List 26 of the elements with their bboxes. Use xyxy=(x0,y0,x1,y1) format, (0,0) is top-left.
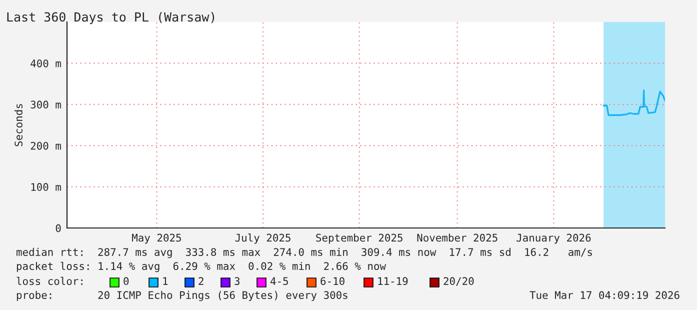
y-tick-label: 100 m xyxy=(31,183,61,191)
text: 0 xyxy=(124,277,129,286)
text: Tue Mar 17 04:09:19 2026 xyxy=(530,291,680,300)
text: 11-19 xyxy=(378,277,408,286)
text: 4-5 xyxy=(270,277,288,286)
text: 6-10 xyxy=(320,277,344,286)
x-tick-label: July 2025 xyxy=(235,234,290,244)
text: 3 xyxy=(234,277,240,286)
y-tick-label: 200 m xyxy=(30,142,61,150)
x-tick-label: May 2025 xyxy=(132,234,181,244)
text: packet loss: 1.14 % avg 6.29 % max 0.02 % min 2.66 % now xyxy=(16,262,386,272)
x-tick-label: September 2025 xyxy=(316,234,402,244)
text: median rtt: 287.7 ms avg 333.8 ms max 274.0 ms min 309.4 ms now 17.7 ms sd 16.2 am/s xyxy=(16,248,592,258)
text: loss color: xyxy=(16,276,82,286)
x-tick-label: January 2026 xyxy=(516,234,591,244)
y-tick-label: 300 m xyxy=(30,100,61,109)
y-axis-title: Seconds xyxy=(14,104,23,146)
y-tick-label: 0 xyxy=(56,224,61,232)
chart-title: Last 360 Days to PL (Warsaw) xyxy=(7,12,214,24)
line-series xyxy=(602,90,665,116)
text: 1 xyxy=(163,277,168,285)
text: 20/20 xyxy=(444,277,474,286)
y-tick-label: 400 m xyxy=(30,59,61,68)
text: probe: 20 ICMP Echo Pings (56 Bytes) every 300s xyxy=(16,290,348,302)
x-tick-label: November 2025 xyxy=(417,234,498,242)
text: 2 xyxy=(198,277,204,285)
